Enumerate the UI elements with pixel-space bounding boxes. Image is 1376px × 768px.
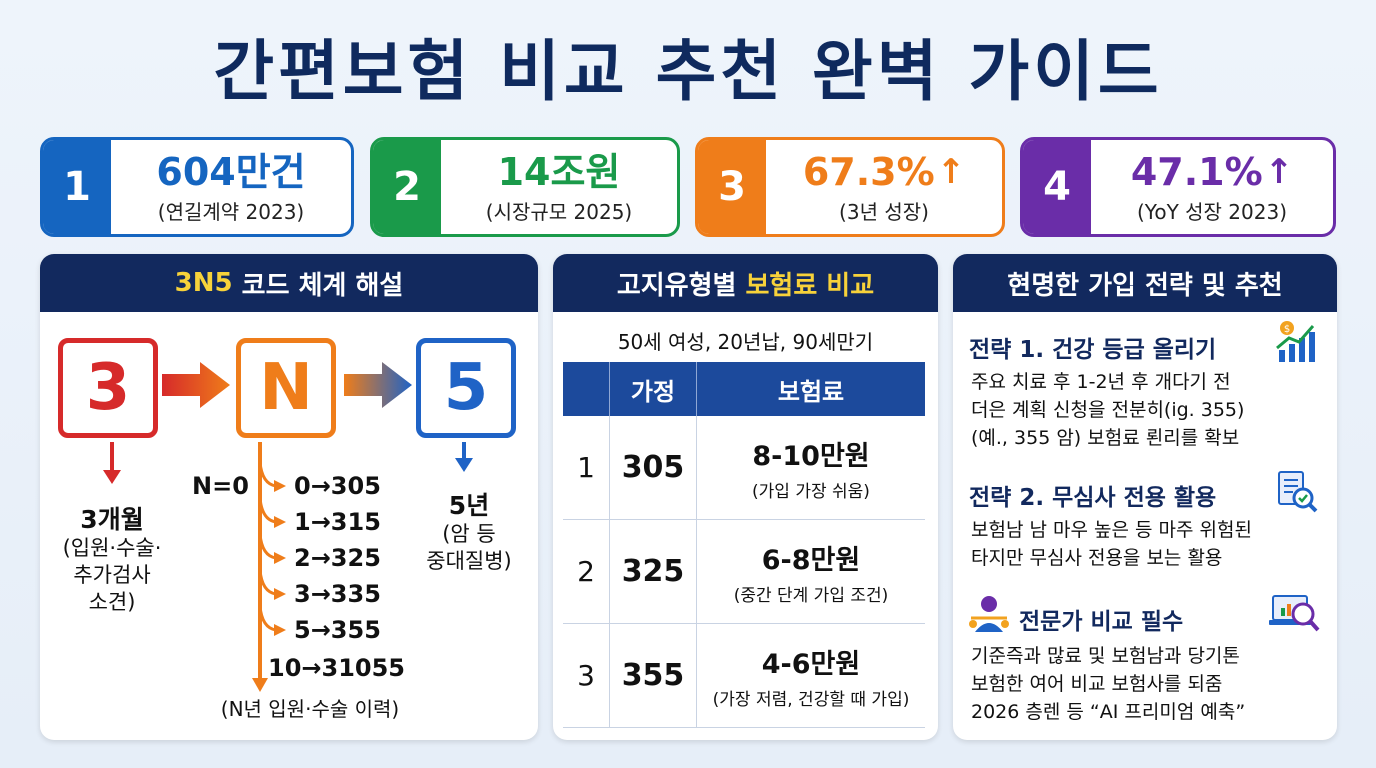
panel-heading: 3N5 코드 체계 해설 bbox=[40, 254, 538, 312]
strategy-2-title: 전략 2. 무심사 전용 활용 bbox=[969, 485, 1217, 511]
stat-label: (3년 성장) bbox=[839, 199, 929, 224]
stat-card-3: 3 67.3% ↑ (3년 성장) bbox=[695, 137, 1005, 237]
stat-card-1: 1 604만건 (연길계약 2023) bbox=[40, 137, 354, 237]
expert-scale-icon bbox=[969, 596, 1009, 632]
row-premium: 6-8만원 (중간 단계 가입 조건) bbox=[696, 519, 925, 624]
table-header-row: 가정 보험료 bbox=[563, 362, 925, 416]
stat-label: (YoY 성장 2023) bbox=[1136, 199, 1288, 224]
code-system-panel: 3N5 코드 체계 해설 3 N 5 3개월 (입원·수술· 추가검사 소견) bbox=[40, 254, 538, 740]
table-subtitle: 50세 여성, 20년납, 90세만기 bbox=[617, 330, 874, 354]
premium-compare-panel: 고지유형별 보험료 비교 50세 여성, 20년납, 90세만기 가정 보험료 … bbox=[553, 254, 938, 740]
code-box-n: N bbox=[236, 338, 336, 438]
laptop-search-icon bbox=[1269, 595, 1320, 632]
strategy-1-title: 전략 1. 건강 등급 올리기 bbox=[969, 337, 1217, 363]
stat-value: 604만건 bbox=[156, 149, 306, 194]
strategy-panel: 현명한 가입 전략 및 추천 전략 1. 건강 등급 올리기 $ 주요 치료 후… bbox=[953, 254, 1337, 740]
stat-number: 2 bbox=[373, 140, 441, 234]
n-mapping-row: 2→325 bbox=[294, 544, 381, 572]
n-mapping-row: 1→315 bbox=[294, 508, 381, 536]
n-caption: (N년 입원·수술 이력) bbox=[220, 697, 400, 721]
table-row: 3 355 4-6만원 (가장 저렴, 건강할 때 가입) bbox=[563, 623, 925, 728]
stat-number: 1 bbox=[43, 140, 111, 234]
stat-value: 47.1% bbox=[1130, 149, 1263, 194]
panel-heading: 현명한 가입 전략 및 추천 bbox=[953, 254, 1337, 312]
code-box-5: 5 bbox=[416, 338, 516, 438]
header-index bbox=[563, 362, 610, 416]
row-premium: 8-10만원 (가입 가장 쉬움) bbox=[696, 416, 925, 520]
row-index: 1 bbox=[563, 416, 610, 520]
stat-value: 67.3% bbox=[802, 149, 935, 194]
panel-heading: 고지유형별 보험료 비교 bbox=[553, 254, 938, 312]
label-5-years: 5년 (암 등 중대질병) bbox=[426, 491, 512, 573]
n-mapping-row: 10→31055 bbox=[268, 654, 406, 682]
document-check-icon bbox=[1278, 471, 1318, 513]
table-row: 1 305 8-10만원 (가입 가장 쉬움) bbox=[563, 416, 925, 520]
arrow-up-icon: ↑ bbox=[936, 151, 966, 192]
row-premium: 4-6만원 (가장 저렴, 건강할 때 가입) bbox=[696, 623, 925, 728]
row-type: 305 bbox=[609, 416, 697, 520]
strategy-3-title: 전문가 비교 필수 bbox=[1019, 609, 1184, 635]
stat-number: 3 bbox=[698, 140, 766, 234]
code-box-3: 3 bbox=[58, 338, 158, 438]
page-title: 간편보험 비교 추천 완벽 가이드 bbox=[213, 33, 1163, 110]
row-type: 355 bbox=[609, 623, 697, 728]
n-start-label: N=0 bbox=[192, 472, 249, 500]
arrow-up-icon: ↑ bbox=[1264, 151, 1294, 192]
flow-arrows bbox=[103, 362, 473, 692]
n-mapping-row: 5→355 bbox=[294, 616, 381, 644]
row-index: 3 bbox=[563, 623, 610, 728]
label-3-months: 3개월 (입원·수술· 추가검사 소견) bbox=[62, 505, 162, 614]
n-mapping-row: 3→335 bbox=[294, 580, 381, 608]
header-premium: 보험료 bbox=[696, 362, 925, 416]
strategy-1-text: 주요 치료 후 1-2년 후 개다기 전 더은 계획 신청을 전분히(ig. 3… bbox=[971, 371, 1245, 449]
premium-table: 가정 보험료 1 305 8-10만원 (가입 가장 쉬움) 2 325 6-8… bbox=[563, 362, 925, 728]
header-type: 가정 bbox=[609, 362, 697, 416]
growth-chart-icon: $ bbox=[1276, 321, 1315, 362]
svg-text:$: $ bbox=[1284, 324, 1290, 335]
stat-card-2: 2 14조원 (시장규모 2025) bbox=[370, 137, 680, 237]
stat-label: (시장규모 2025) bbox=[485, 199, 633, 224]
stat-card-4: 4 47.1% ↑ (YoY 성장 2023) bbox=[1020, 137, 1336, 237]
table-row: 2 325 6-8만원 (중간 단계 가입 조건) bbox=[563, 519, 925, 624]
row-index: 2 bbox=[563, 519, 610, 624]
stat-number: 4 bbox=[1023, 140, 1091, 234]
stat-value: 14조원 bbox=[497, 149, 621, 194]
row-type: 325 bbox=[609, 519, 697, 624]
strategy-3-text: 기준즉과 많료 및 보험남과 당기톤 보험한 여어 비교 보험사를 되줌 202… bbox=[971, 645, 1246, 723]
n-mapping-row: 0→305 bbox=[294, 472, 381, 500]
stat-label: (연길계약 2023) bbox=[157, 199, 305, 224]
strategy-2-text: 보험남 남 마우 높은 등 마주 위험된 타지만 무심사 전용을 보는 활용 bbox=[971, 519, 1252, 569]
